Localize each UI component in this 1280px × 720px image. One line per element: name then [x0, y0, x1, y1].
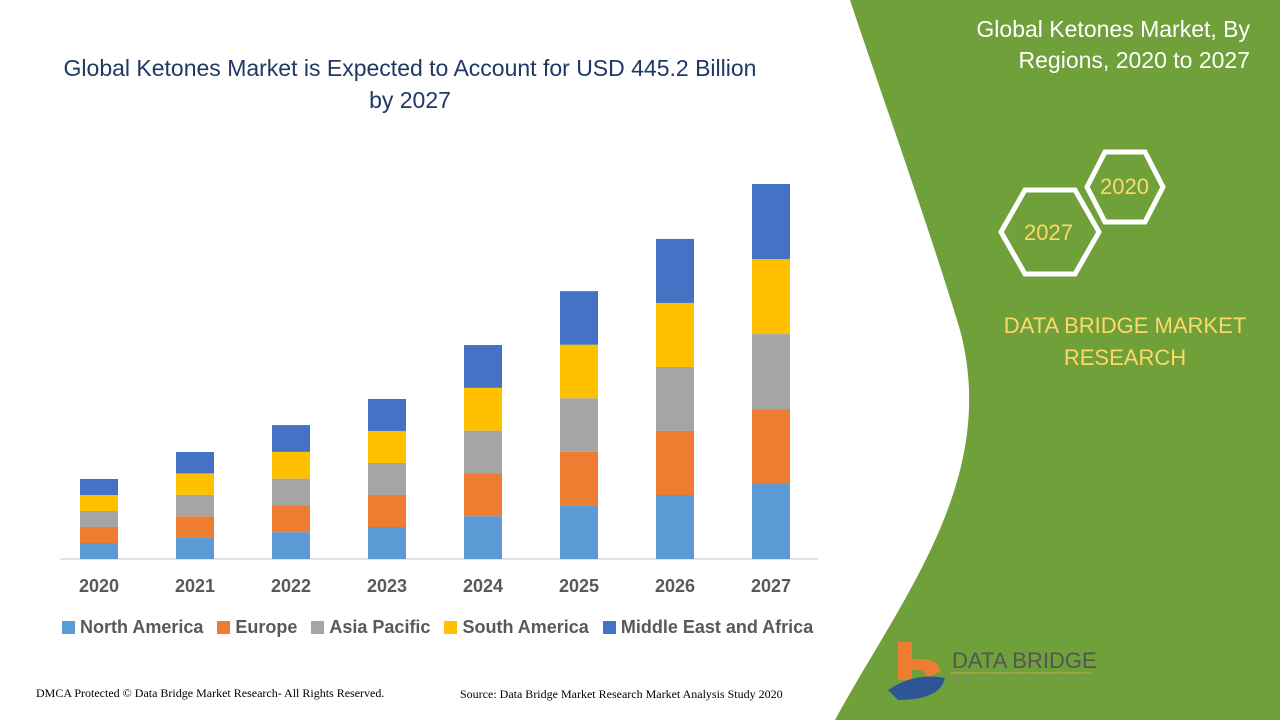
bar-segment-2021-4: [176, 452, 214, 474]
bar-segment-2022-2: [272, 478, 310, 506]
legend-item: Europe: [217, 617, 297, 638]
bar-segment-2023-3: [368, 430, 406, 463]
hex-label-2027: 2027: [1024, 220, 1073, 245]
bar-segment-2025-0: [560, 505, 598, 559]
bar-segment-2027-2: [752, 334, 790, 410]
bar-segment-2023-0: [368, 526, 406, 559]
legend-swatch: [311, 621, 325, 634]
hexagon-2027: [998, 187, 1102, 277]
legend-item: Asia Pacific: [311, 617, 430, 638]
bar-segment-2020-1: [80, 526, 118, 543]
bar-segment-2027-1: [752, 409, 790, 485]
x-tick-label: 2025: [559, 576, 599, 596]
x-tick-label: 2026: [655, 576, 695, 596]
bar-segment-2020-4: [80, 478, 118, 495]
legend-item: North America: [62, 617, 203, 638]
logo-icon: [888, 642, 1092, 700]
bar-segment-2020-0: [80, 542, 118, 559]
x-tick-label: 2020: [79, 576, 119, 596]
x-tick-label: 2022: [271, 576, 311, 596]
legend-label: Middle East and Africa: [620, 617, 814, 637]
bar-segment-2023-2: [368, 462, 406, 495]
legend-label: Europe: [235, 617, 298, 637]
bar-segment-2026-3: [656, 302, 694, 367]
bar-segment-2025-2: [560, 398, 598, 452]
legend-swatch: [444, 621, 458, 634]
bar-segment-2021-0: [176, 537, 214, 559]
legend-swatch: [217, 621, 231, 634]
bar-segment-2026-4: [656, 238, 694, 303]
bar-segment-2022-1: [272, 505, 310, 533]
bar-segment-2027-0: [752, 484, 790, 559]
bar-segment-2027-3: [752, 259, 790, 335]
bar-segment-2024-2: [464, 430, 502, 474]
bar-segment-2021-2: [176, 494, 214, 517]
bar-segment-2026-2: [656, 366, 694, 431]
x-tick-label: 2027: [751, 576, 791, 596]
bar-segment-2023-1: [368, 494, 406, 527]
legend-item: Middle East and Africa: [602, 617, 814, 638]
legend-label: North America: [80, 617, 204, 637]
footer-copyright: DMCA Protected © Data Bridge Market Rese…: [36, 686, 385, 700]
bar-segment-2022-3: [272, 451, 310, 479]
legend-item: South America: [444, 617, 589, 638]
bar-segment-2025-1: [560, 451, 598, 506]
chart-plot: 2020 2021 2022 2023 2024 2025 2026 2027: [60, 184, 818, 596]
bar-segment-2023-4: [368, 398, 406, 431]
bar-segment-2020-3: [80, 494, 118, 511]
logo-sub: MARKET RESEARCH: [953, 677, 1113, 684]
bar-segment-2025-4: [560, 291, 598, 345]
bar-segment-2024-4: [464, 345, 502, 388]
green-panel: [835, 0, 1280, 720]
bar-segment-2025-3: [560, 344, 598, 399]
chart-title: Global Ketones Market is Expected to Acc…: [63, 55, 757, 113]
bar-segment-2024-1: [464, 473, 502, 517]
bar-segment-2024-3: [464, 387, 502, 431]
bar-segment-2022-0: [272, 532, 310, 559]
hex-label-2020: 2020: [1100, 174, 1149, 199]
x-tick-label: 2021: [175, 576, 215, 596]
bar-segment-2021-3: [176, 473, 214, 495]
x-tick-label: 2024: [463, 576, 503, 596]
hexagon-2020: [1084, 149, 1166, 225]
legend-label: Asia Pacific: [329, 617, 431, 637]
bar-segment-2022-4: [272, 425, 310, 452]
bar-segment-2027-4: [752, 184, 790, 260]
legend-swatch: [602, 621, 616, 634]
brand-text: DATA BRIDGE MARKET RESEARCH: [1003, 313, 1247, 370]
legend: North America Europe Asia Pacific South Ame…: [62, 617, 813, 638]
bar-segment-2020-2: [80, 510, 118, 527]
legend-label: South America: [462, 617, 589, 637]
bar-segment-2024-0: [464, 516, 502, 559]
bar-segment-2026-1: [656, 430, 694, 495]
bar-segment-2021-1: [176, 516, 214, 538]
bar-segment-2026-0: [656, 494, 694, 559]
footer-source: Source: Data Bridge Market Research Mark…: [460, 687, 783, 701]
logo-name: DATA BRIDGE: [952, 648, 1097, 673]
x-tick-label: 2023: [367, 576, 407, 596]
side-title: Global Ketones Market, By Regions, 2020 …: [976, 16, 1250, 73]
legend-swatch: [62, 621, 75, 634]
